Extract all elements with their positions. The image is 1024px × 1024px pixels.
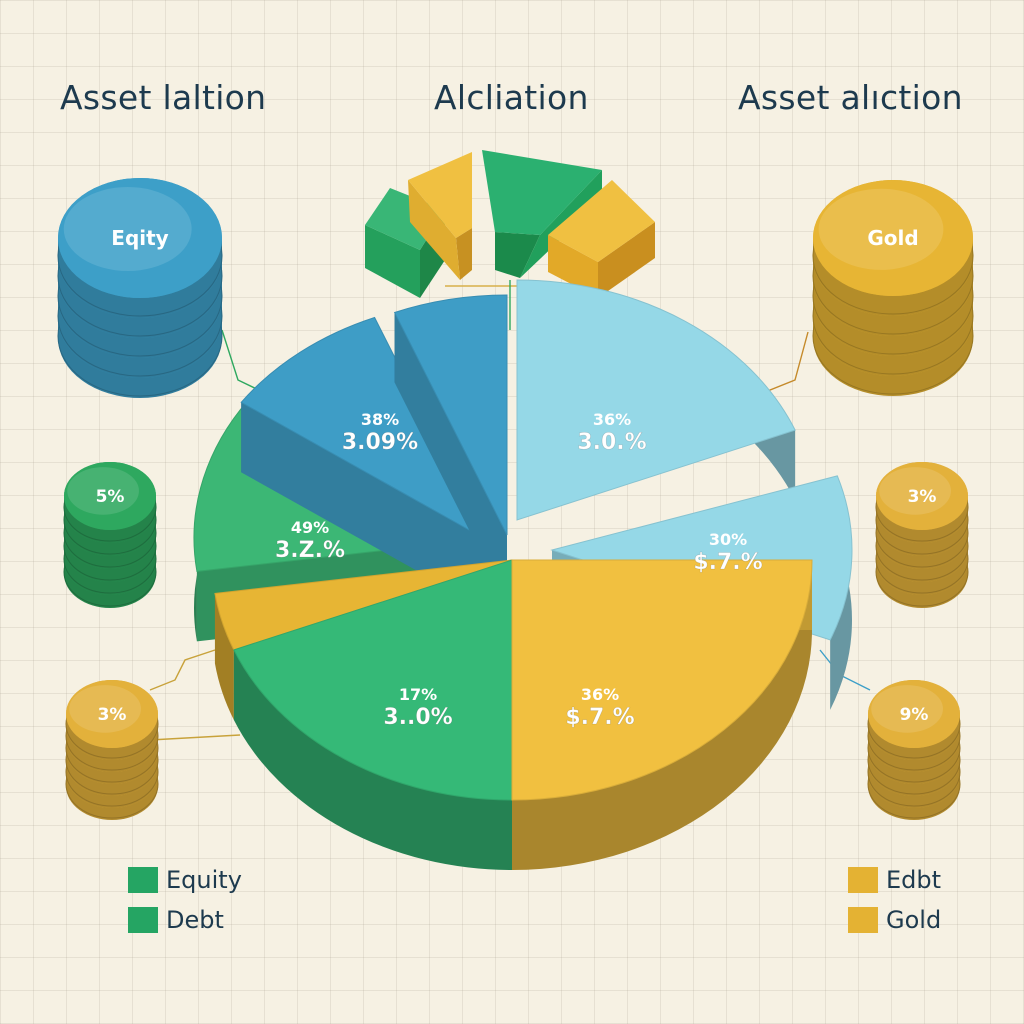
pie-slice-label-value: 3..0% <box>383 705 452 730</box>
legend-item-gold: Gold <box>848 906 941 934</box>
pie-slice <box>233 559 513 870</box>
coin-stack-label: 3% <box>908 487 937 507</box>
exploded-block <box>548 180 655 298</box>
coin-stack-right-bottom: 9% <box>867 680 961 820</box>
legend-label: Edbt <box>886 866 942 894</box>
connector-line <box>149 734 241 741</box>
pie-slice-label-top: 49% <box>291 518 329 537</box>
coin-stack-label: 9% <box>900 705 929 725</box>
exploded-block <box>408 152 472 280</box>
pie-slice-label-top: 36% <box>593 410 631 429</box>
pie-slice-label-value: $.7.% <box>693 550 762 575</box>
coin-stack-left-mid: 5% <box>63 462 157 608</box>
pie-slice <box>516 279 796 521</box>
coin-stack-label: 3% <box>98 705 127 725</box>
legend-label: Debt <box>166 906 224 934</box>
pie-slice-label-value: 3.Z.% <box>275 538 345 563</box>
top-exploded-blocks <box>365 150 655 298</box>
coin-stack-label: Eqity <box>111 226 168 250</box>
pie-slice <box>393 294 508 605</box>
title-left: Asset laltion <box>60 78 267 117</box>
pie-chart <box>193 279 853 870</box>
legend-label: Gold <box>886 906 942 934</box>
coin-stack-label: 5% <box>96 487 125 507</box>
legend-swatch <box>128 907 158 933</box>
pie-labels: 38%3.09%36%3.0.%30%$.7.%36%$.7.%17%3..0%… <box>275 410 763 730</box>
coin-stack-label: Gold <box>867 226 918 250</box>
pie-slice-label-top: 38% <box>361 410 399 429</box>
coin-stacks: Eqity Gold 5% 3% 3% 9% <box>57 178 974 820</box>
coin-stack-left-bottom: 3% <box>65 680 159 820</box>
connector-line <box>149 649 216 691</box>
coin-stack-right-mid: 3% <box>875 462 969 608</box>
pie-slice <box>240 316 489 610</box>
pie-slice-label-value: 3.09% <box>342 430 418 455</box>
legend-label: Equity <box>166 866 242 894</box>
pie-slice-label-top: 36% <box>581 685 619 704</box>
title-center: Alcliation <box>434 78 589 117</box>
legend-item-equity: Equity <box>128 866 242 894</box>
pie-slice-label-top: 17% <box>399 685 437 704</box>
legend-swatch <box>128 867 158 893</box>
title-right: Asset alıction <box>738 78 963 117</box>
pie-slice-label-value: 3.0.% <box>577 430 646 455</box>
legend-item-debt: Debt <box>128 906 224 934</box>
legend-item-edbt: Edbt <box>848 866 941 894</box>
pie-slice <box>511 559 813 870</box>
legend-swatch <box>848 907 878 933</box>
coin-stack-gold-top: Gold <box>812 180 974 396</box>
pie-slice-label-value: $.7.% <box>565 705 634 730</box>
pie-slice-label-top: 30% <box>709 530 747 549</box>
coin-stack-equity: Eqity <box>57 178 223 398</box>
legend-swatch <box>848 867 878 893</box>
